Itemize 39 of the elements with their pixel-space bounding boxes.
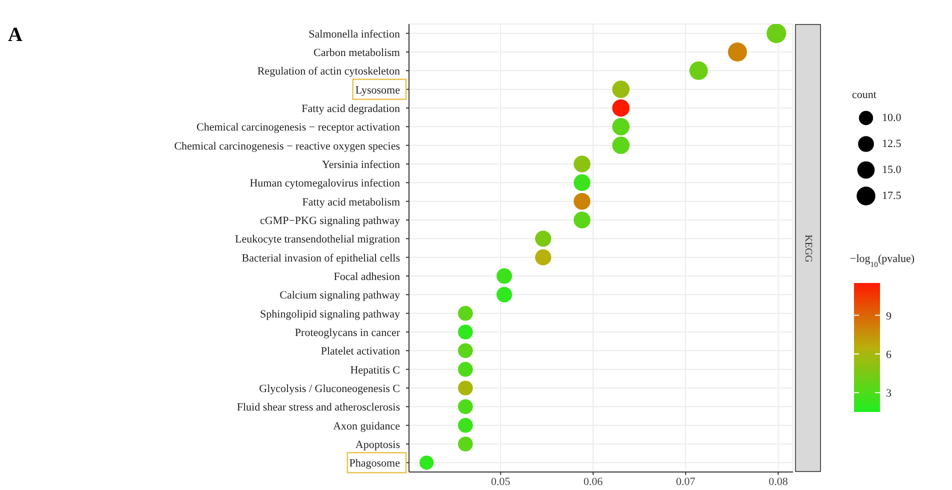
y-tick-label: Leukocyte transendothelial migration (235, 234, 400, 246)
y-tick-label: Yersinia infection (322, 159, 400, 171)
legend-label: 15.0 (882, 164, 902, 176)
color-bar-label: 3 (886, 388, 892, 400)
y-tick-label: Hepatitis C (350, 364, 400, 376)
y-tick-label: Salmonella infection (308, 28, 400, 40)
y-tick-label: Sphingolipid signaling pathway (260, 308, 400, 320)
x-tick-label: 0.06 (584, 476, 604, 488)
y-tick-label: cGMP−PKG signaling pathway (260, 215, 400, 227)
y-tick-label: Axon guidance (333, 420, 400, 432)
y-tick-label: Chemical carcinogenesis − reactive oxygen species (174, 140, 400, 152)
x-tick-label: 0.07 (676, 476, 696, 488)
text: KEGG (802, 234, 814, 262)
y-tick-label: Fluid shear stress and atherosclerosis (236, 402, 400, 414)
y-tick-label: Glycolysis / Gluconeogenesis C (259, 383, 400, 395)
text: A (8, 24, 22, 47)
color-bar-label: 9 (886, 310, 892, 322)
y-tick-label: Proteoglycans in cancer (294, 327, 400, 339)
y-tick-label: Chemical carcinogenesis − receptor activation (196, 122, 400, 134)
x-tick-label: 0.05 (490, 476, 511, 488)
legend-label: 12.5 (882, 138, 902, 150)
y-tick-label: Calcium signaling pathway (280, 290, 400, 302)
color-bar-label: 6 (886, 348, 892, 361)
y-tick-label: Human cytomegalovirus infection (250, 178, 400, 190)
legend-title: count (852, 89, 876, 101)
y-tick-label: Apoptosis (355, 439, 400, 451)
y-tick-label: Fatty acid metabolism (302, 196, 400, 208)
x-tick-label: 0.08 (768, 476, 788, 488)
y-tick-label: Fatty acid degradation (302, 103, 400, 115)
y-tick-label: Regulation of actin cytoskeleton (257, 66, 400, 78)
legend-label: 10.0 (882, 112, 902, 124)
y-tick-label: Platelet activation (320, 346, 400, 358)
y-tick-label: Carbon metabolism (314, 47, 400, 59)
y-tick-label: Focal adhesion (334, 271, 400, 283)
legend-label: 17.5 (882, 190, 902, 202)
y-tick-label: Phagosome (349, 458, 400, 470)
y-tick-label: Bacterial invasion of epithelial cells (242, 252, 400, 264)
color-bar-title: −log$_{10}$(pvalue) (850, 253, 915, 268)
y-tick-label: Lysosome (355, 84, 400, 96)
